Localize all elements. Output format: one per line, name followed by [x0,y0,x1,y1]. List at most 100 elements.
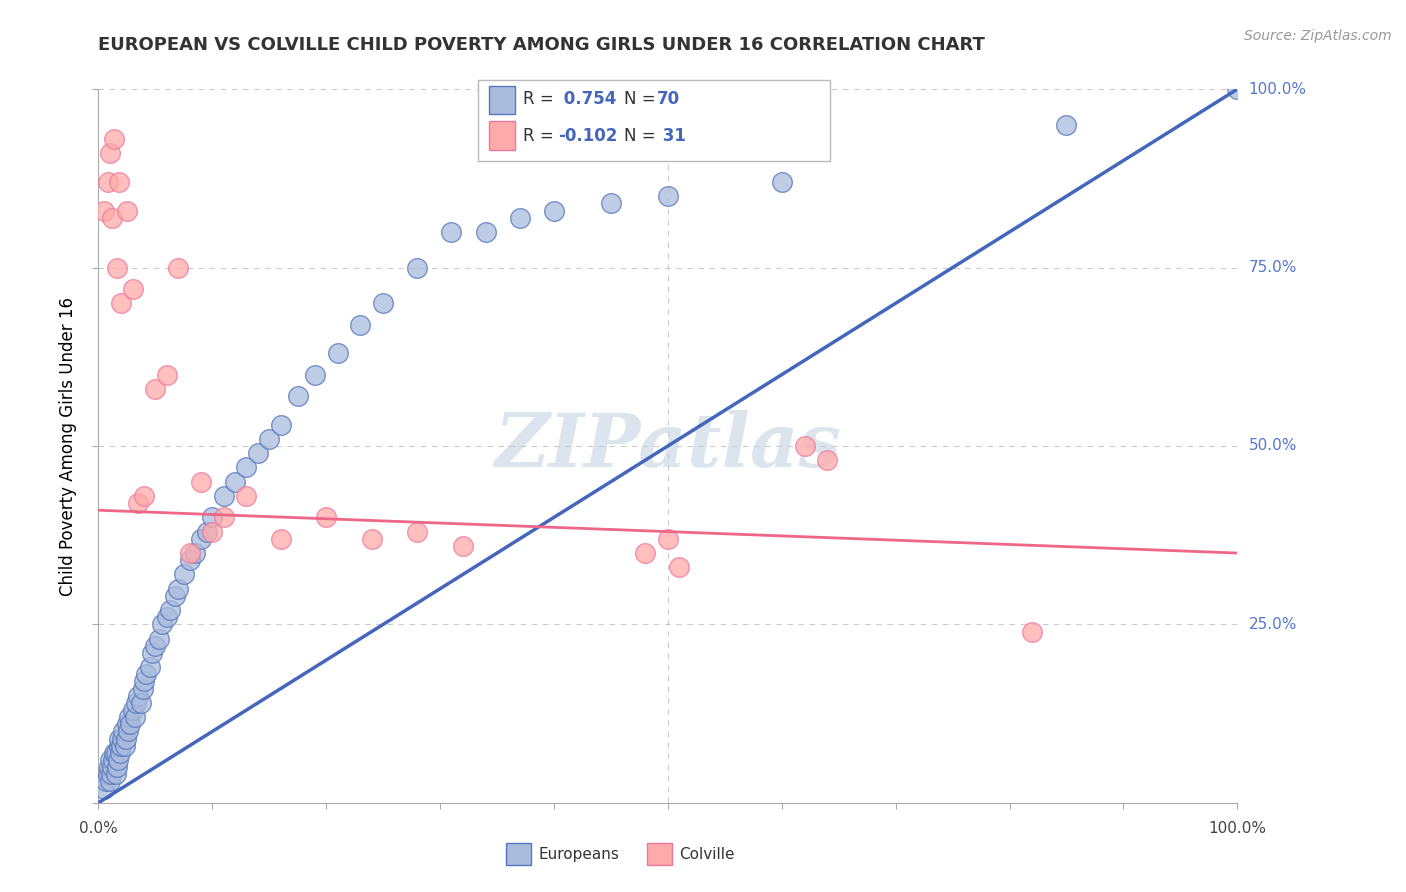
Text: R =: R = [523,127,560,145]
Point [600,196,623,211]
Point [105,760,128,774]
Point [96,175,118,189]
Point [112,724,135,739]
Point [793,439,815,453]
Point [145,639,167,653]
Point [120,717,142,731]
Point [93,203,115,218]
Point [1054,118,1078,132]
Point [145,382,167,396]
Point [118,710,141,724]
Point [173,567,195,582]
Point [657,532,679,546]
Point [474,225,496,239]
Point [132,489,155,503]
Point [96,774,118,789]
Point [103,132,125,146]
Text: Source: ZipAtlas.com: Source: ZipAtlas.com [1244,29,1392,43]
Point [138,660,160,674]
Point [668,560,690,574]
Point [657,189,679,203]
Point [100,767,122,781]
Point [371,296,394,310]
Point [235,460,257,475]
Point [326,346,349,360]
Point [104,746,127,760]
Point [159,603,181,617]
Point [440,225,463,239]
Y-axis label: Child Poverty Among Girls Under 16: Child Poverty Among Girls Under 16 [59,296,77,596]
Point [167,582,190,596]
Point [135,667,157,681]
Point [1226,82,1249,96]
Point [212,510,235,524]
Point [184,546,207,560]
Text: Europeans: Europeans [538,847,620,862]
Point [121,703,143,717]
Point [406,260,429,275]
Text: -0.102: -0.102 [558,127,617,145]
Point [304,368,326,382]
Text: ZIPatlas: ZIPatlas [495,409,841,483]
Point [129,696,152,710]
Point [97,760,120,774]
Point [190,475,212,489]
Point [132,681,155,696]
Text: 25.0%: 25.0% [1249,617,1296,632]
Text: 31: 31 [657,127,686,145]
Point [212,489,235,503]
Text: 50.0%: 50.0% [1249,439,1296,453]
Point [107,753,129,767]
Point [104,767,127,781]
Point [315,510,337,524]
Point [287,389,309,403]
Point [127,689,149,703]
Text: EUROPEAN VS COLVILLE CHILD POVERTY AMONG GIRLS UNDER 16 CORRELATION CHART: EUROPEAN VS COLVILLE CHILD POVERTY AMONG… [98,36,986,54]
Point [103,746,125,760]
Point [815,453,838,467]
Point [141,646,163,660]
Point [121,282,143,296]
Point [108,175,131,189]
Point [114,739,136,753]
Point [98,753,121,767]
Point [179,553,201,567]
Point [224,475,246,489]
Point [93,781,115,796]
Point [406,524,429,539]
Point [150,617,173,632]
Point [105,260,128,275]
Point [96,767,118,781]
Text: 70: 70 [657,90,679,108]
Point [101,760,124,774]
Text: R =: R = [523,90,560,108]
Point [235,489,257,503]
Point [127,496,149,510]
Text: 100.0%: 100.0% [1249,82,1306,96]
Text: 100.0%: 100.0% [1208,822,1267,837]
Point [770,175,793,189]
Point [201,524,224,539]
Point [156,368,179,382]
Point [509,211,531,225]
Point [156,610,179,624]
Point [110,739,132,753]
Point [114,731,136,746]
Point [179,546,201,560]
Text: Colville: Colville [679,847,734,862]
Point [201,510,224,524]
Point [246,446,269,460]
Text: N =: N = [624,127,661,145]
Point [259,432,281,446]
Point [98,146,121,161]
Point [132,674,155,689]
Point [115,717,138,731]
Point [167,260,190,275]
Point [349,318,371,332]
Point [108,739,131,753]
Point [270,417,292,432]
Point [148,632,170,646]
Text: 0.754: 0.754 [558,90,617,108]
Text: 75.0%: 75.0% [1249,260,1296,275]
Point [115,203,138,218]
